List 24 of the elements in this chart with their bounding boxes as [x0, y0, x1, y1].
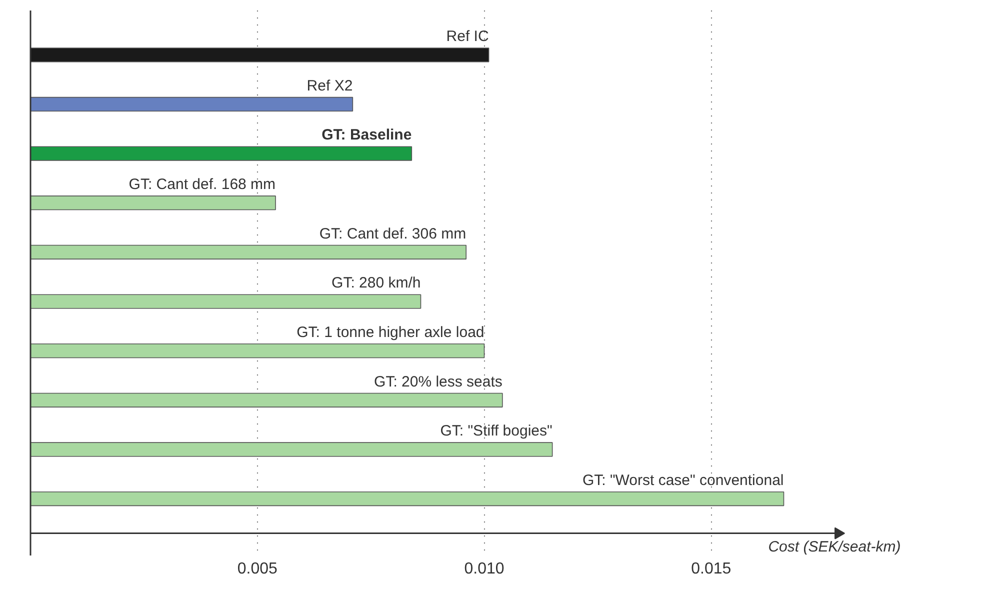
bar — [30, 344, 485, 358]
x-tick-label: 0.005 — [237, 560, 278, 578]
y-tick-label: GT: 1 tonne higher axle load — [296, 324, 484, 341]
y-tick-label: GT: 20% less seats — [374, 373, 502, 390]
bar — [30, 146, 412, 161]
bar — [30, 491, 784, 506]
y-tick-label: GT: "Worst case" conventional — [582, 472, 784, 489]
x-tick-label: 0.015 — [691, 560, 732, 578]
y-tick-label: GT: "Stiff bogies" — [440, 422, 552, 440]
bar — [30, 196, 276, 210]
y-tick-label: GT: 280 km/h — [332, 274, 421, 292]
bar — [30, 294, 422, 309]
bar — [30, 442, 553, 457]
x-axis-title: Cost (SEK/seat-km) — [768, 538, 901, 556]
x-tick-label: 0.010 — [464, 560, 504, 578]
y-tick-label: Ref X2 — [306, 77, 353, 94]
bar — [30, 48, 490, 62]
bar — [30, 96, 354, 112]
bar — [30, 244, 467, 260]
y-tick-label: Ref IC — [446, 28, 489, 46]
y-tick-label: GT: Baseline — [322, 126, 412, 144]
y-tick-label: GT: Cant def. 306 mm — [319, 225, 466, 242]
bar — [30, 392, 503, 408]
y-tick-label: GT: Cant def. 168 mm — [128, 176, 276, 193]
